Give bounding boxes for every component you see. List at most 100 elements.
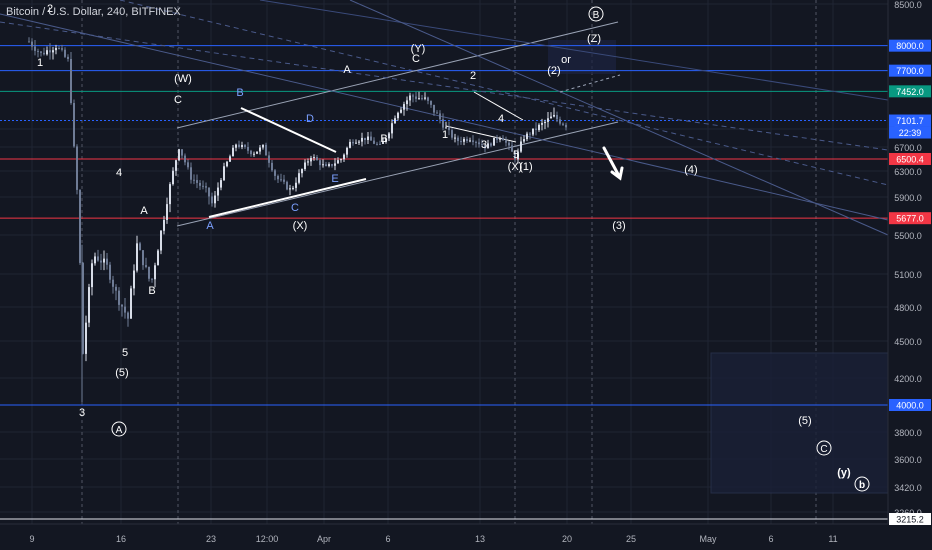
- candle-body: [160, 230, 162, 251]
- wave-label: C: [291, 202, 299, 214]
- candle-body: [220, 180, 222, 188]
- time-axis-bg: [0, 524, 888, 550]
- candle-body: [247, 146, 249, 151]
- time-axis[interactable]: 9 16 23 12:00 Apr 6 13 20 25 May 6 11: [0, 523, 888, 550]
- candle-body: [67, 56, 69, 60]
- wave-label: 2: [470, 70, 476, 82]
- candle-body: [472, 140, 474, 142]
- candle-body: [331, 164, 333, 166]
- wave-label: or: [561, 54, 571, 66]
- candle-body: [97, 256, 99, 261]
- candle-body: [538, 124, 540, 131]
- time-tick-label: 16: [116, 534, 126, 544]
- candle-body: [337, 160, 339, 164]
- candle-body: [70, 59, 72, 103]
- wave-label: 3: [79, 407, 85, 419]
- candle-body: [313, 157, 315, 159]
- candle-body: [130, 288, 132, 319]
- candle-body: [190, 167, 192, 180]
- candle-body: [121, 304, 123, 307]
- candle-body: [184, 155, 186, 163]
- target-zone: [710, 352, 889, 494]
- candle-body: [268, 155, 270, 163]
- candle-body: [418, 98, 420, 100]
- wave-label: B: [148, 285, 155, 297]
- level-price-tag: [889, 85, 931, 98]
- level-price-text: 6500.4: [896, 154, 924, 164]
- candle-body: [451, 130, 453, 138]
- horizontal-levels: [0, 45, 888, 520]
- level-price-text: 7101.7: [896, 116, 924, 126]
- candle-body: [346, 147, 348, 155]
- candle-body: [457, 137, 459, 142]
- candle-body: [151, 278, 153, 280]
- candle-body: [319, 160, 321, 166]
- candle-body: [370, 136, 372, 141]
- time-tick-label: 9: [29, 534, 34, 544]
- candle-body: [415, 96, 417, 99]
- candle-body: [499, 137, 501, 140]
- candle-body: [136, 243, 138, 271]
- candle-body: [361, 137, 363, 142]
- wave-label: 5: [122, 347, 128, 359]
- wave-label: (3): [612, 220, 625, 232]
- candle-body: [112, 279, 114, 287]
- candle-body: [478, 142, 480, 145]
- candle-body: [325, 164, 327, 167]
- candle-body: [280, 179, 282, 181]
- candle-body: [208, 187, 210, 197]
- candle-body: [46, 50, 48, 55]
- candle-body: [115, 286, 117, 291]
- price-axis[interactable]: 8500.07000.06700.06300.05900.05500.05100…: [887, 0, 932, 550]
- wave-label: B: [593, 10, 600, 21]
- level-price-tag: [889, 39, 931, 52]
- candle-body: [283, 179, 285, 182]
- candle-body: [424, 97, 426, 99]
- candle-body: [226, 161, 228, 167]
- price-tick-label: 8500.0: [894, 0, 922, 10]
- wave-label: C: [174, 94, 182, 106]
- candle-body: [196, 180, 198, 183]
- candle-body: [526, 133, 528, 140]
- level-price-text: 4000.0: [896, 401, 924, 411]
- wave-label: (1): [519, 161, 532, 173]
- candle-body: [169, 184, 171, 205]
- time-tick-label: 6: [385, 534, 390, 544]
- candle-body: [391, 123, 393, 134]
- candle-body: [259, 147, 261, 152]
- candle-body: [364, 137, 366, 140]
- trend-line: [176, 121, 619, 227]
- candle-body: [37, 50, 39, 52]
- wave-label-circle: [854, 476, 870, 492]
- candle-body: [142, 250, 144, 266]
- trend-line: [176, 21, 619, 129]
- candle-body: [433, 104, 435, 113]
- candle-body: [271, 162, 273, 171]
- countdown-text: 22:39: [899, 128, 922, 138]
- wave-label: 4: [498, 113, 504, 125]
- wave-label: 1: [37, 57, 43, 69]
- wave-label: (y): [837, 467, 851, 479]
- candle-body: [100, 260, 102, 263]
- trend-line: [0, 13, 889, 221]
- candle-body: [118, 290, 120, 305]
- candle-body: [88, 287, 90, 323]
- candle-body: [274, 170, 276, 176]
- candle-body: [460, 141, 462, 143]
- candle-body: [394, 118, 396, 124]
- wave-label: (5): [798, 415, 811, 427]
- candle-body: [181, 149, 183, 156]
- candle-body: [412, 95, 414, 97]
- candle-body: [232, 147, 234, 157]
- candle-body: [322, 164, 324, 166]
- candle-body: [172, 170, 174, 185]
- candle-body: [427, 97, 429, 101]
- candle-body: [157, 250, 159, 266]
- candle-body: [502, 137, 504, 141]
- candle-body: [295, 182, 297, 188]
- candle-body: [448, 127, 450, 131]
- trend-line: [240, 107, 337, 153]
- wave-label: (X): [293, 220, 308, 232]
- candle-body: [520, 141, 522, 152]
